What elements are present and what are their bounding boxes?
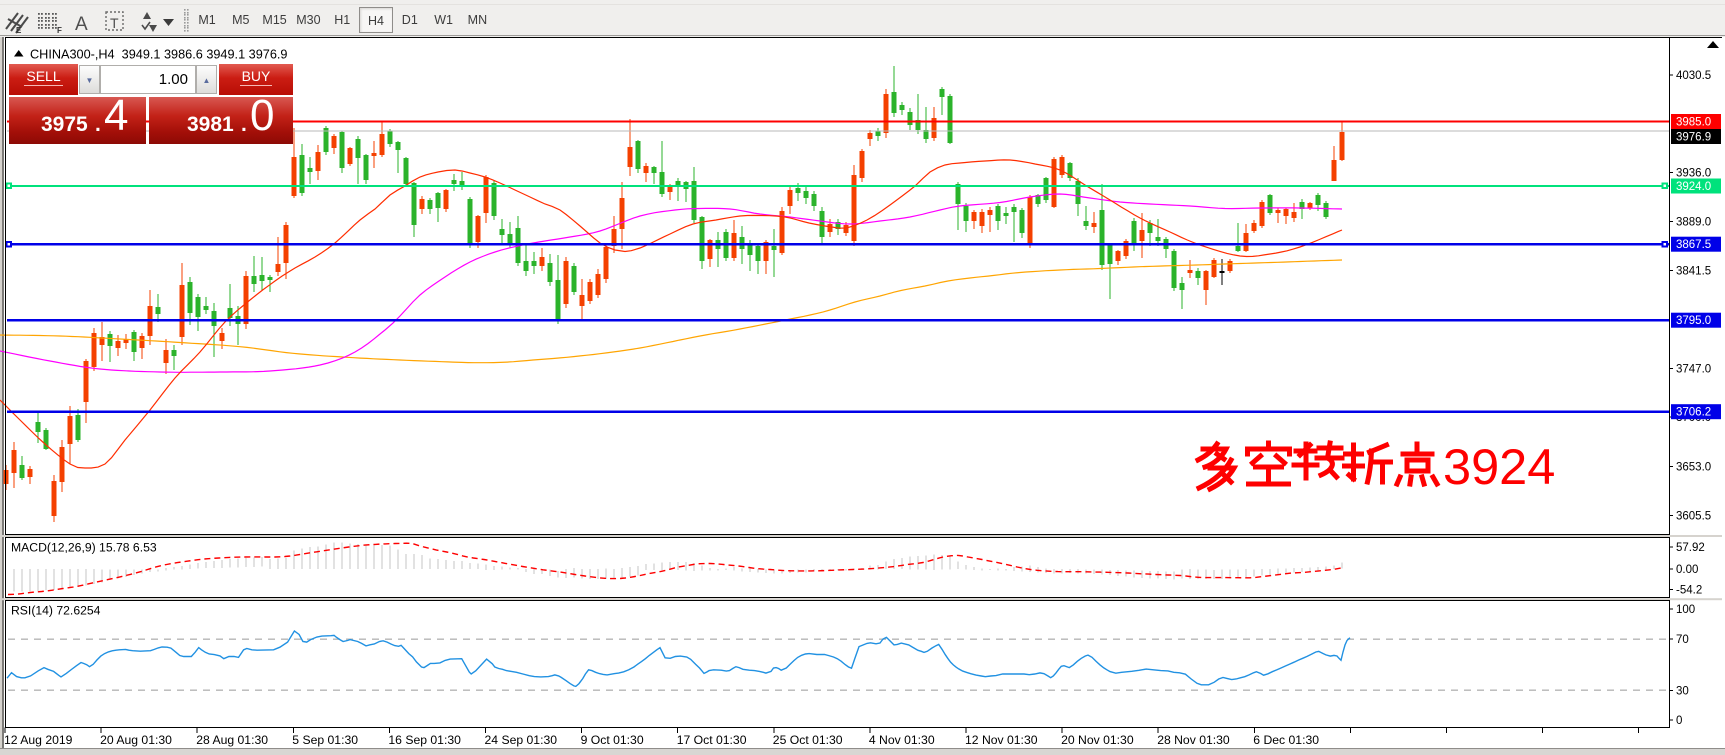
svg-text:MACD(12,26,9) 15.78 6.53: MACD(12,26,9) 15.78 6.53 (11, 541, 157, 555)
svg-text:57.92: 57.92 (1676, 542, 1705, 554)
svg-text:16 Sep 01:30: 16 Sep 01:30 (388, 733, 461, 747)
svg-text:3936.0: 3936.0 (1676, 168, 1711, 180)
svg-text:3653.0: 3653.0 (1676, 462, 1711, 474)
svg-text:4030.5: 4030.5 (1676, 70, 1711, 82)
svg-text:28 Aug 01:30: 28 Aug 01:30 (196, 733, 268, 747)
svg-text:30: 30 (1676, 686, 1689, 698)
svg-text:3795.0: 3795.0 (1676, 315, 1711, 327)
svg-text:3867.5: 3867.5 (1676, 239, 1711, 251)
svg-text:3924.0: 3924.0 (1676, 181, 1711, 193)
svg-text:3985.0: 3985.0 (1676, 117, 1711, 129)
svg-text:3889.0: 3889.0 (1676, 217, 1711, 229)
svg-text:70: 70 (1676, 634, 1689, 646)
svg-text:12 Nov 01:30: 12 Nov 01:30 (965, 733, 1038, 747)
svg-text:28 Nov 01:30: 28 Nov 01:30 (1157, 733, 1230, 747)
svg-text:20 Aug 01:30: 20 Aug 01:30 (100, 733, 172, 747)
svg-text:3706.2: 3706.2 (1676, 407, 1711, 419)
svg-text:17 Oct 01:30: 17 Oct 01:30 (677, 733, 747, 747)
svg-text:5 Sep 01:30: 5 Sep 01:30 (292, 733, 358, 747)
svg-text:CHINA300-,H4 3949.1 3986.6 39: CHINA300-,H4 3949.1 3986.6 3949.1 3976.9 (30, 48, 287, 62)
svg-text:9 Oct 01:30: 9 Oct 01:30 (581, 733, 644, 747)
svg-text:3605.5: 3605.5 (1676, 511, 1711, 523)
svg-text:3747.0: 3747.0 (1676, 364, 1711, 376)
svg-text:3841.5: 3841.5 (1676, 266, 1711, 278)
svg-text:0.00: 0.00 (1676, 564, 1698, 576)
svg-text:100: 100 (1676, 604, 1695, 616)
svg-text:A: A (75, 14, 88, 35)
svg-text:RSI(14) 72.6254: RSI(14) 72.6254 (11, 604, 101, 618)
svg-text:24 Sep 01:30: 24 Sep 01:30 (485, 733, 558, 747)
svg-text:3976.9: 3976.9 (1676, 132, 1711, 144)
svg-text:F: F (57, 26, 62, 35)
svg-text:20 Nov 01:30: 20 Nov 01:30 (1061, 733, 1134, 747)
svg-text:25 Oct 01:30: 25 Oct 01:30 (773, 733, 843, 747)
svg-text:E: E (16, 26, 22, 35)
svg-text:3924: 3924 (1443, 438, 1555, 495)
svg-text:T: T (110, 15, 119, 31)
svg-text:4 Nov 01:30: 4 Nov 01:30 (869, 733, 935, 747)
svg-text:0: 0 (1676, 715, 1682, 727)
svg-text:12 Aug 2019: 12 Aug 2019 (4, 733, 73, 747)
svg-text:-54.2: -54.2 (1676, 585, 1702, 597)
svg-text:6 Dec 01:30: 6 Dec 01:30 (1253, 733, 1319, 747)
